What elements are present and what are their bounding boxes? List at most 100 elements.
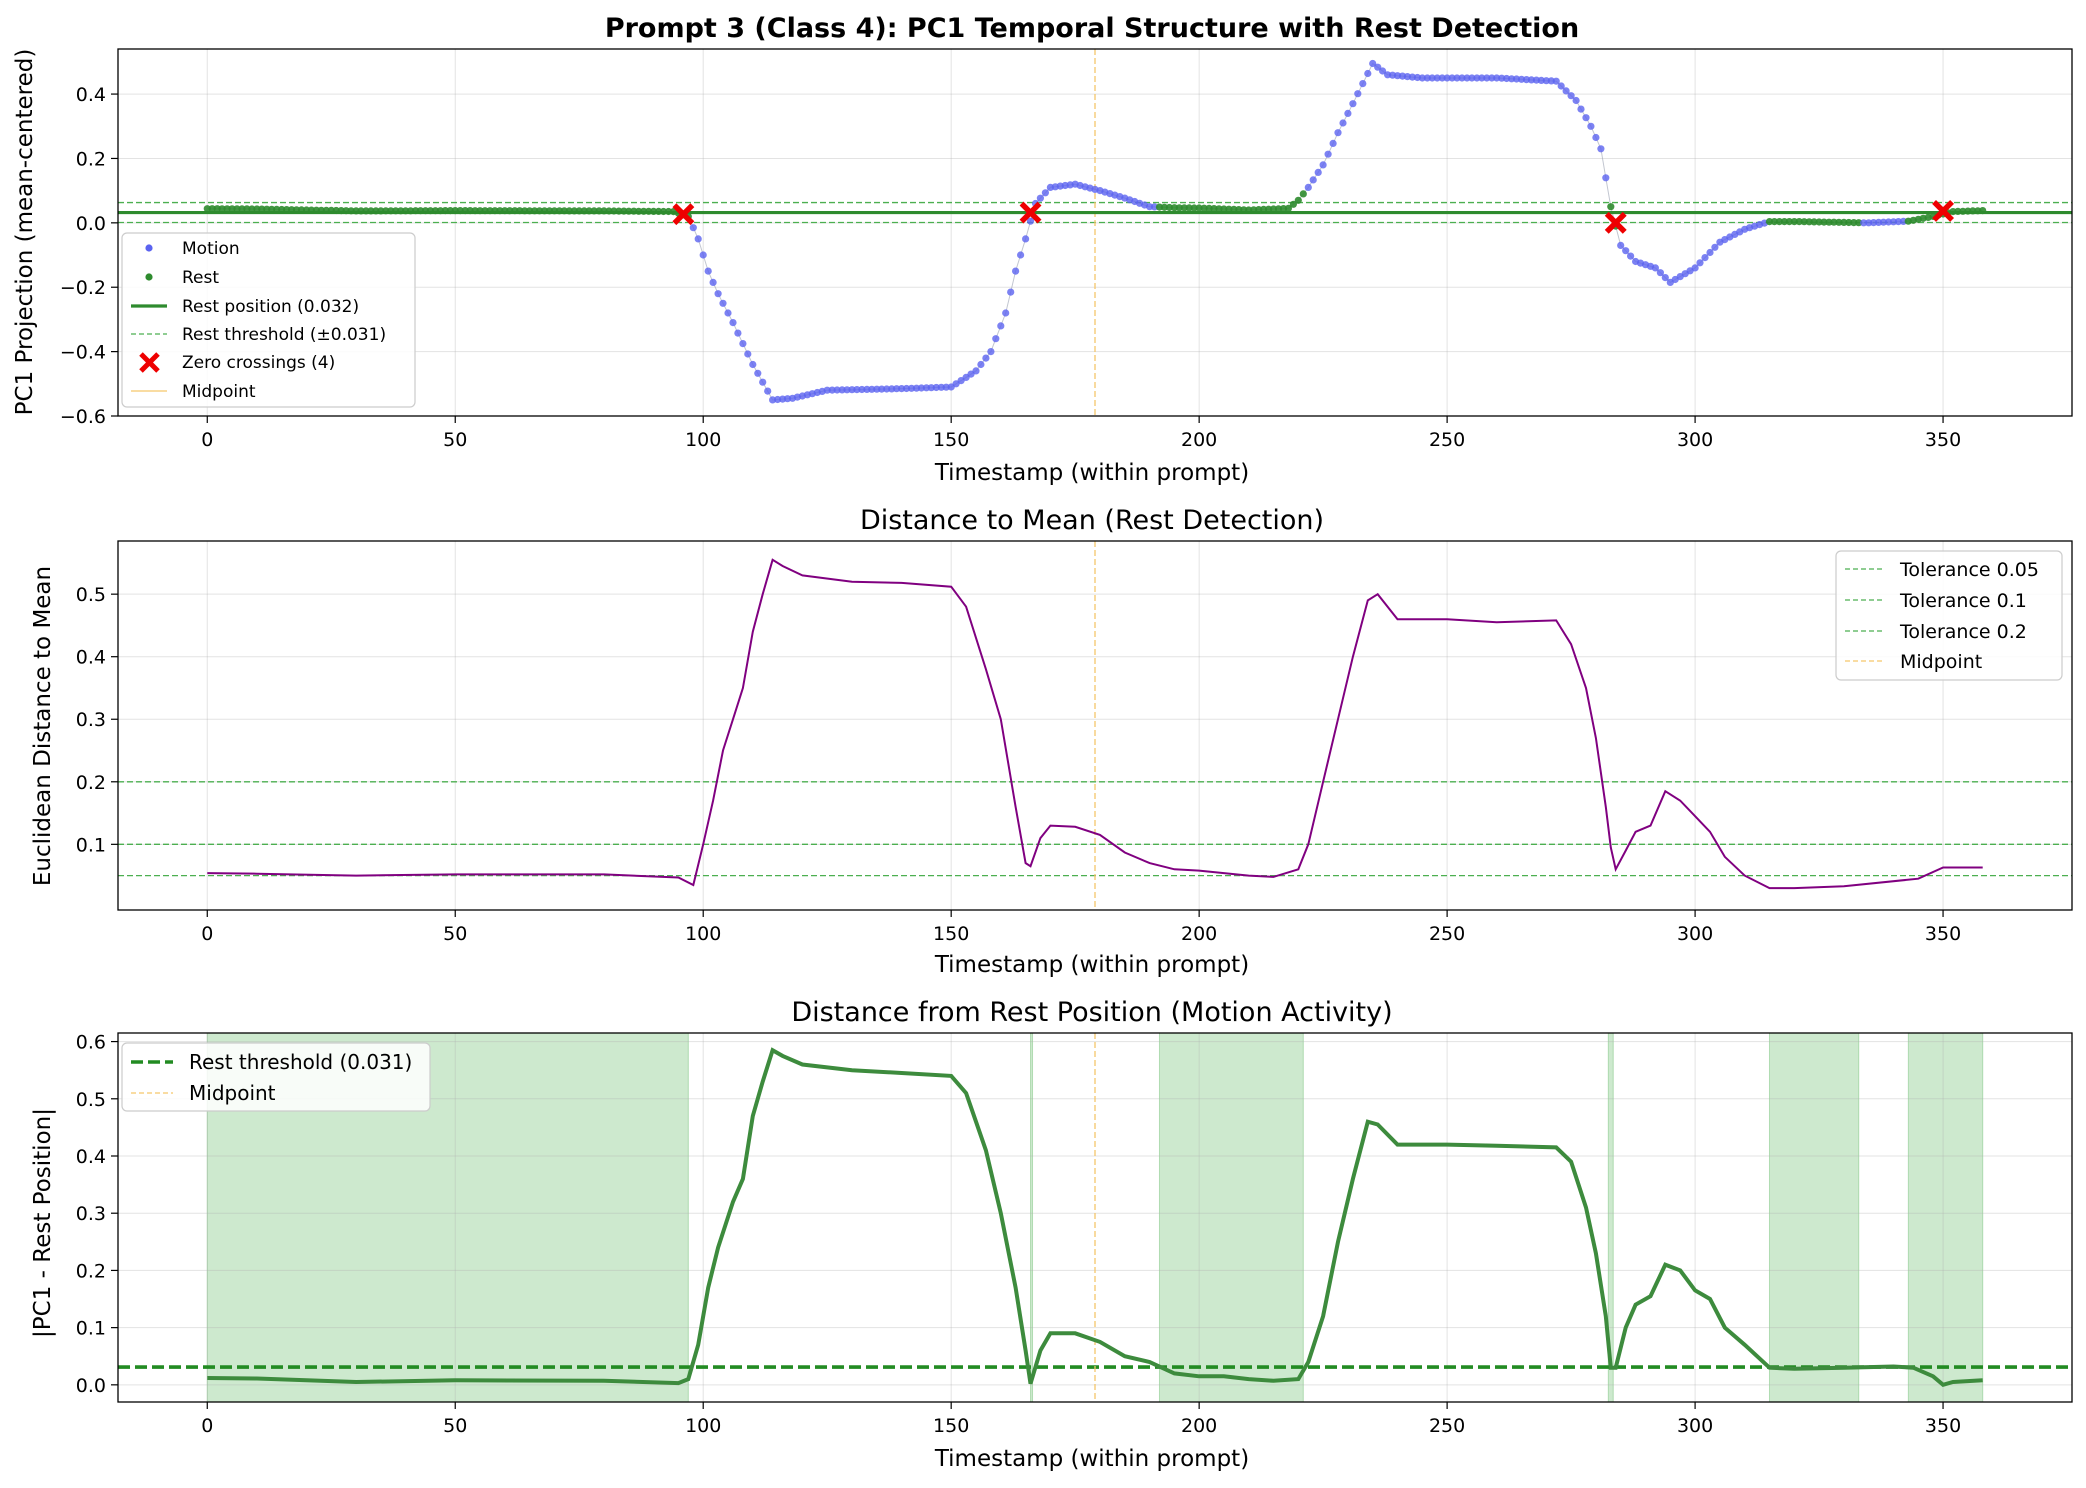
- motion-point: [1691, 264, 1699, 272]
- motion-point: [1344, 109, 1352, 117]
- y-tick-label: 0.2: [76, 1260, 106, 1282]
- x-tick-label: 50: [443, 429, 467, 451]
- rest-point: [1770, 218, 1778, 226]
- rest-point: [1800, 218, 1808, 226]
- legend-zero-crossings-label: Zero crossings (4): [182, 353, 335, 373]
- x-tick-label: 250: [1429, 1415, 1465, 1437]
- y-tick-label: 0.1: [76, 834, 106, 856]
- panel-1-marks: [118, 59, 2072, 404]
- panel-2-reference-lines: [118, 541, 2072, 910]
- panel-3-ylabel: |PC1 - Rest Position|: [30, 1108, 56, 1338]
- legend-tolerance-01-label: Tolerance 0.1: [1899, 590, 2027, 612]
- panel-3-legend: Rest threshold (0.031) Midpoint: [121, 1042, 431, 1112]
- motion-point: [1597, 145, 1605, 153]
- motion-point: [1349, 100, 1357, 108]
- motion-point: [1334, 129, 1342, 137]
- motion-point: [1379, 67, 1387, 75]
- legend-midpoint-3-label: Midpoint: [189, 1081, 276, 1105]
- motion-point: [734, 329, 742, 337]
- y-tick-label: 0.5: [76, 584, 106, 606]
- x-tick-label: 0: [201, 429, 213, 451]
- y-tick-label: −0.4: [60, 342, 106, 364]
- motion-point: [744, 350, 752, 358]
- motion-point: [1577, 105, 1585, 113]
- legend-midpoint-2-label: Midpoint: [1900, 651, 1982, 673]
- motion-point: [1468, 74, 1476, 82]
- legend-rest-threshold-3-label: Rest threshold (0.031): [189, 1050, 412, 1074]
- rest-point: [208, 205, 216, 213]
- motion-point: [1572, 96, 1580, 105]
- motion-point: [1617, 241, 1625, 249]
- x-tick-label: 150: [933, 429, 969, 451]
- x-tick-label: 300: [1677, 1415, 1713, 1437]
- y-tick-label: 0.4: [76, 647, 106, 669]
- motion-point: [868, 385, 876, 393]
- rest-point: [1284, 204, 1292, 212]
- zero-crossing-marker: [1019, 201, 1042, 224]
- zero-crossing-marker: [1932, 199, 1955, 222]
- x-tick-label: 50: [443, 1415, 467, 1437]
- panel-3-title: Distance from Rest Position (Motion Acti…: [791, 997, 1392, 1028]
- motion-point: [1706, 248, 1714, 257]
- rest-point: [1795, 218, 1803, 226]
- motion-point: [724, 309, 732, 317]
- legend-tolerance-02-label: Tolerance 0.2: [1899, 621, 2027, 643]
- panel-distance-to-mean: Distance to Mean (Rest Detection) 0 50 100…: [30, 505, 2073, 978]
- legend-rest-marker: [145, 273, 153, 281]
- panel-pc1-projection: Prompt 3 (Class 4): PC1 Temporal Structu…: [12, 13, 2073, 486]
- x-tick-label: 350: [1925, 429, 1961, 451]
- motion-point: [759, 378, 767, 386]
- panel-3-ticks: 0 50 100 150 200 250 300 350 0.0 0.1 0.2 0.3 0.4 0.5 0…: [76, 1032, 1961, 1437]
- rest-point: [1785, 218, 1793, 226]
- x-tick-label: 250: [1429, 429, 1465, 451]
- x-tick-label: 350: [1925, 1415, 1961, 1437]
- motion-point: [1364, 69, 1372, 78]
- motion-point: [1651, 264, 1659, 272]
- motion-point: [982, 354, 990, 362]
- panel-1-reference-lines: [118, 49, 2072, 416]
- motion-point: [1562, 87, 1570, 95]
- motion-point: [1359, 80, 1367, 88]
- motion-point: [833, 386, 841, 394]
- motion-point: [694, 235, 702, 243]
- y-tick-label: 0.0: [76, 1375, 106, 1397]
- y-tick-label: −0.2: [60, 277, 106, 299]
- motion-point: [1339, 119, 1347, 127]
- panel-distance-from-rest: Distance from Rest Position (Motion Acti…: [30, 997, 2073, 1472]
- motion-point: [1319, 161, 1327, 169]
- motion-point: [1354, 90, 1362, 98]
- x-tick-label: 100: [685, 1415, 721, 1437]
- legend-midpoint-label: Midpoint: [182, 382, 256, 402]
- motion-point: [878, 385, 886, 393]
- motion-point: [709, 278, 717, 286]
- motion-point: [1860, 219, 1868, 227]
- motion-point: [1602, 174, 1610, 182]
- rest-point: [1835, 218, 1843, 226]
- zero-crossing-marker: [672, 203, 695, 226]
- motion-point: [749, 360, 757, 369]
- rest-point: [243, 205, 251, 213]
- motion-point: [883, 385, 891, 393]
- motion-point: [1443, 74, 1451, 82]
- motion-point: [1627, 252, 1635, 260]
- distance-to-mean-line: [207, 558, 1983, 890]
- motion-point: [1017, 251, 1025, 259]
- motion-point: [1309, 176, 1317, 184]
- motion-point: [853, 386, 861, 394]
- motion-point: [1453, 74, 1461, 82]
- motion-point: [1458, 74, 1466, 82]
- motion-point: [1428, 74, 1436, 82]
- panel-1-legend: Motion Rest Rest position (0.032) Rest t…: [121, 232, 416, 408]
- rest-point: [1289, 200, 1297, 208]
- rest-point: [1185, 204, 1193, 212]
- motion-point: [858, 385, 866, 394]
- legend-rest-threshold-label: Rest threshold (±0.031): [182, 325, 386, 345]
- motion-point: [1557, 82, 1565, 90]
- rest-point: [1845, 218, 1853, 227]
- rest-point: [233, 205, 241, 213]
- motion-point: [1329, 139, 1337, 147]
- legend-rest-position-label: Rest position (0.032): [182, 297, 359, 317]
- motion-point: [1552, 77, 1560, 85]
